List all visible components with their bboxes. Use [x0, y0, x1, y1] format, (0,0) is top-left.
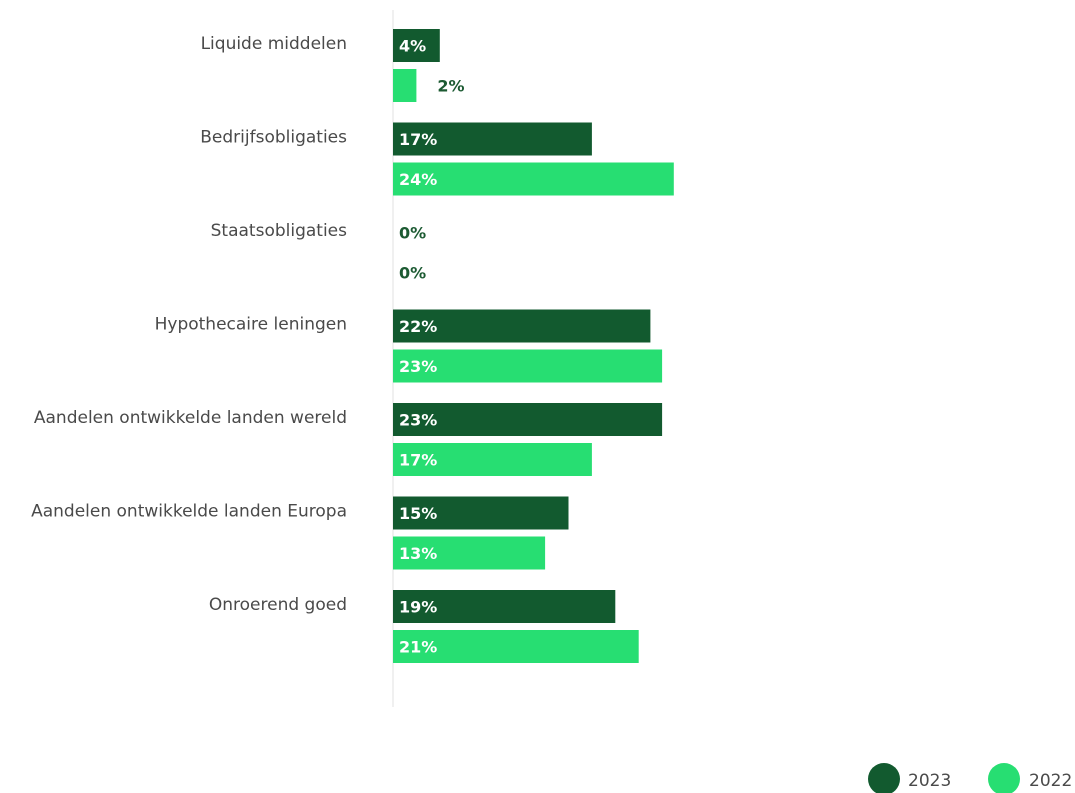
- category-labels-layer: Liquide middelen Bedrijfsobligaties Staats…: [31, 34, 347, 615]
- category-label: Hypothecaire leningen: [155, 315, 347, 335]
- category-label: Bedrijfsobligaties: [200, 128, 347, 148]
- bar-2022: [393, 443, 592, 476]
- data-label: 23%: [399, 357, 437, 376]
- data-label: 4%: [399, 37, 426, 56]
- legend-label: 2023: [908, 771, 951, 791]
- data-label: 13%: [399, 544, 437, 563]
- bar-2022: [393, 69, 417, 102]
- bar-2023: [393, 403, 663, 436]
- bar-2023: [393, 122, 592, 156]
- data-label: 0%: [399, 224, 426, 243]
- category-label: Liquide middelen: [201, 34, 347, 54]
- bar-2023: [393, 590, 616, 623]
- bar-2022: [393, 162, 674, 196]
- data-label: 17%: [399, 130, 437, 149]
- data-label: 0%: [399, 264, 426, 283]
- category-label: Aandelen ontwikkelde landen wereld: [34, 408, 347, 428]
- legend-label: 2022: [1029, 771, 1072, 791]
- data-label: 19%: [399, 598, 437, 617]
- bar-2023: [393, 309, 651, 343]
- category-label: Staatsobligaties: [211, 221, 348, 241]
- bar-2023: [393, 496, 569, 530]
- bar-2022: [393, 536, 546, 570]
- data-label: 17%: [399, 451, 437, 470]
- data-label: 23%: [399, 411, 437, 430]
- data-label: 22%: [399, 317, 437, 336]
- data-label: 24%: [399, 170, 437, 189]
- bars-layer: 4% 2% 17% 24% 0% 0% 22% 23% 23% 17% 15% 13% 19% 21%: [393, 29, 674, 663]
- data-label: 2%: [437, 77, 464, 96]
- legend: 2023 2022: [868, 763, 1072, 793]
- bar-2022: [393, 630, 639, 663]
- bar-2022: [393, 349, 663, 383]
- legend-swatch-2022: [988, 763, 1020, 793]
- legend-swatch-2023: [868, 763, 900, 793]
- category-label: Onroerend goed: [209, 595, 347, 615]
- data-label: 21%: [399, 638, 437, 657]
- bar-2023: [393, 29, 440, 62]
- data-label: 15%: [399, 504, 437, 523]
- category-label: Aandelen ontwikkelde landen Europa: [31, 502, 347, 522]
